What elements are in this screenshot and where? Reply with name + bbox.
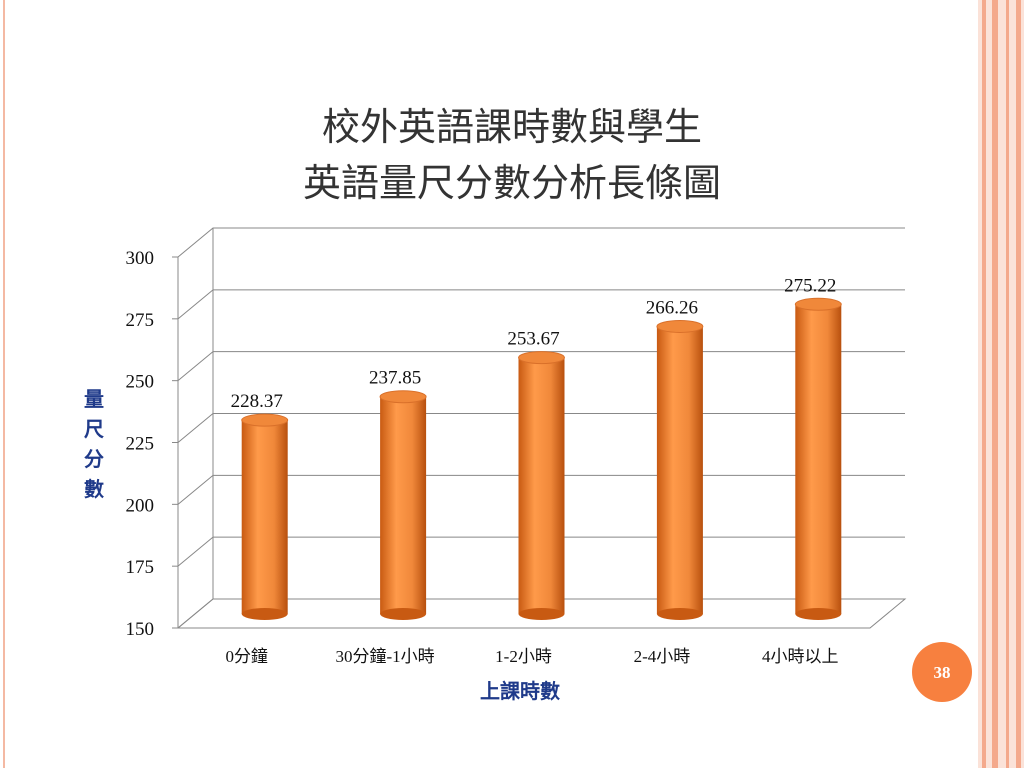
bar <box>656 326 703 614</box>
bar-top <box>241 413 289 427</box>
value-label: 266.26 <box>646 297 698 318</box>
bar-base <box>518 608 565 620</box>
y-tick-label: 225 <box>126 434 155 455</box>
x-tick-label: 4小時以上 <box>762 647 839 666</box>
x-axis-label: 上課時數 <box>480 679 560 703</box>
y-tick-label: 175 <box>126 557 155 578</box>
bar-top <box>794 297 842 311</box>
value-label: 253.67 <box>507 329 559 350</box>
bar <box>518 357 565 614</box>
y-axis-label: 量 <box>84 388 104 411</box>
bar-base <box>380 608 427 620</box>
grid-line <box>177 289 905 320</box>
left-border <box>3 0 5 768</box>
bar <box>380 396 427 614</box>
bar-top <box>656 319 704 333</box>
y-axis-label: 尺 <box>84 419 104 441</box>
bar-top <box>518 351 565 365</box>
value-label: 228.37 <box>231 391 283 412</box>
bar-base <box>795 608 842 620</box>
bar-top <box>379 390 427 404</box>
value-label: 275.22 <box>784 275 836 296</box>
y-axis-label: 分 <box>84 448 104 471</box>
title-line: 英語量尺分數分析長條圖 <box>303 163 721 205</box>
title-line: 校外英語課時數與學生 <box>322 107 702 149</box>
x-tick-label: 1-2小時 <box>495 647 552 666</box>
page-number: 38 <box>934 663 951 682</box>
x-tick-label: 0分鐘 <box>225 647 268 666</box>
y-tick-label: 150 <box>126 619 155 640</box>
y-tick-label: 300 <box>126 248 155 269</box>
bar-base <box>241 608 288 620</box>
grid-line <box>177 227 905 258</box>
bar <box>795 304 842 614</box>
y-axis-label: 數 <box>84 478 104 501</box>
value-label: 237.85 <box>369 368 421 389</box>
x-tick-label: 2-4小時 <box>634 647 691 666</box>
y-tick-label: 250 <box>126 372 155 393</box>
right-stripes <box>978 0 1024 768</box>
bar-base <box>656 608 703 620</box>
x-tick-label: 30分鐘-1小時 <box>336 647 435 666</box>
y-tick-label: 275 <box>126 310 155 331</box>
bar <box>241 420 288 614</box>
page-badge <box>912 642 972 702</box>
y-tick-label: 200 <box>126 495 155 516</box>
plot: 150 175 200 225 250 275 300 0分鐘 228.37 30分鐘-1小時 23… <box>84 227 907 703</box>
